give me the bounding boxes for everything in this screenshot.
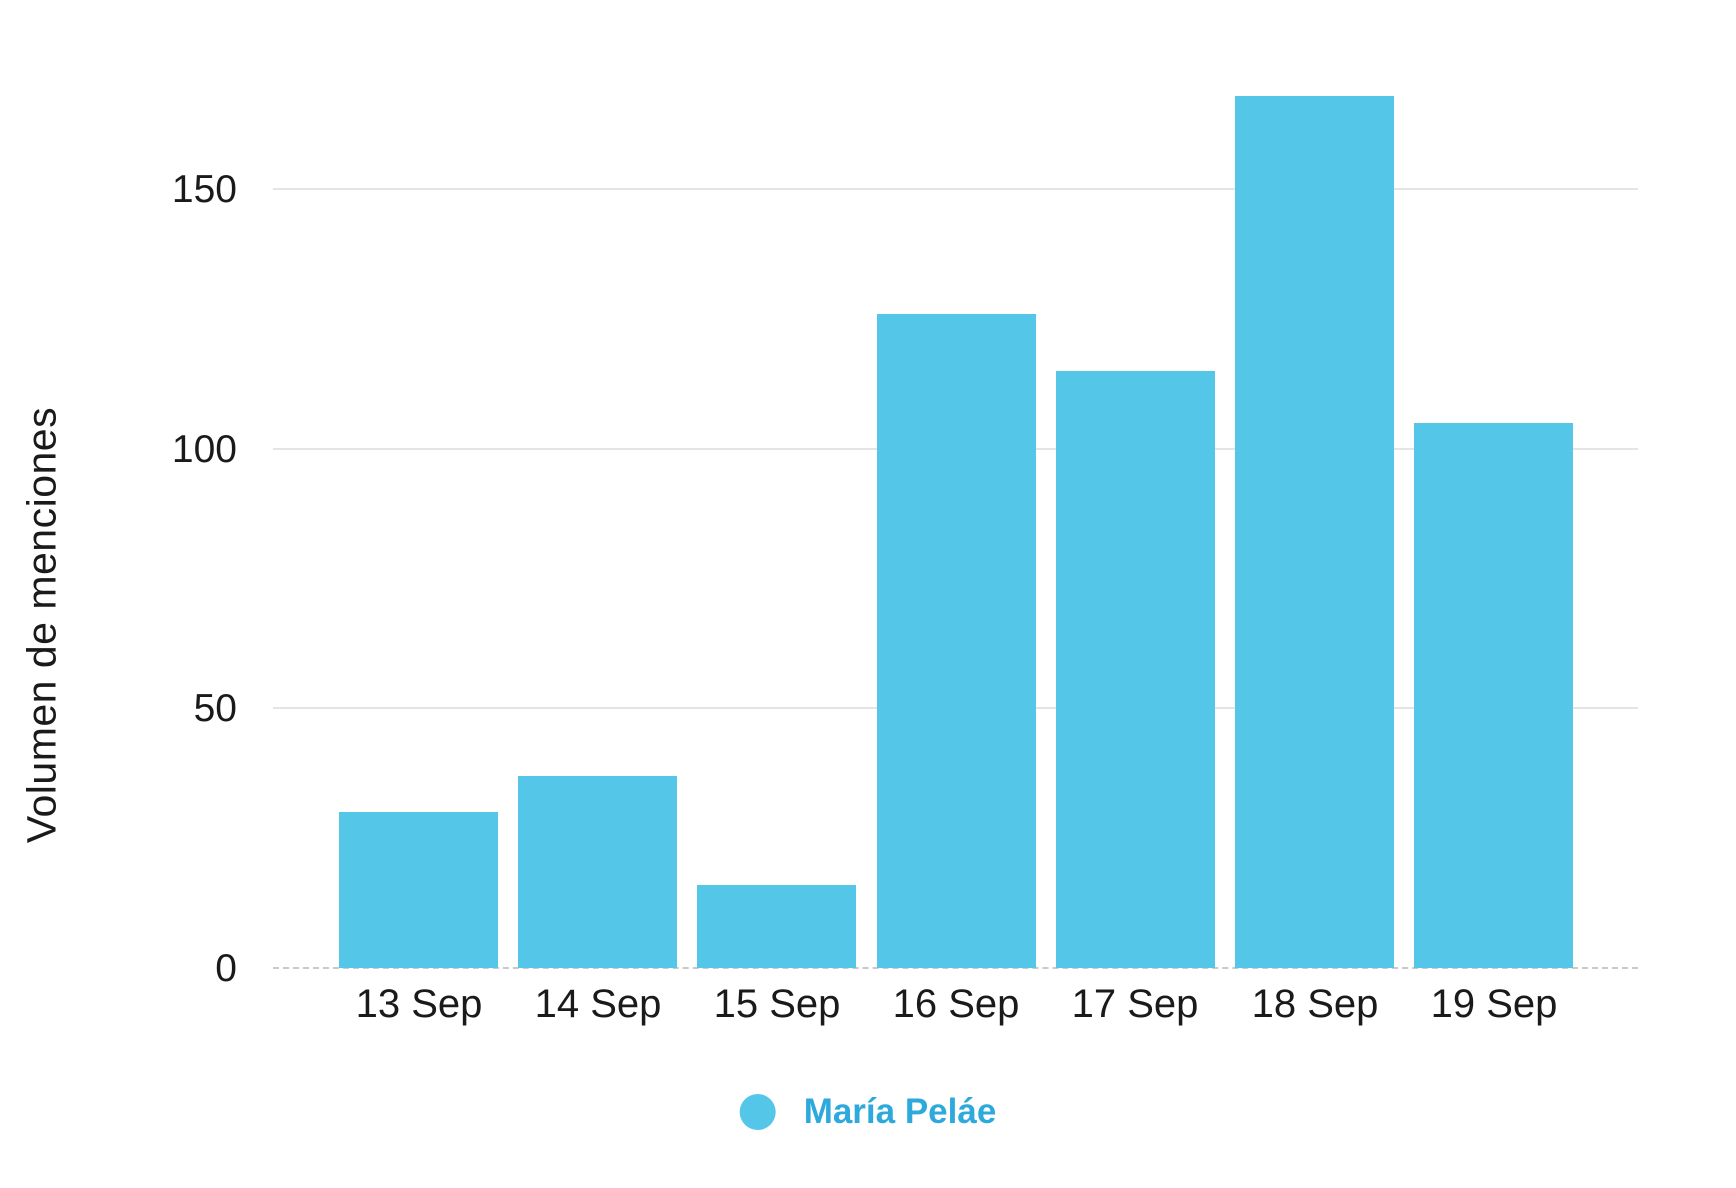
x-tick-label: 17 Sep <box>1071 982 1199 1026</box>
y-tick-label: 0 <box>215 947 237 990</box>
bar <box>339 812 498 968</box>
bar <box>1235 95 1394 968</box>
bar <box>1414 422 1573 968</box>
x-tick-label: 14 Sep <box>534 982 662 1026</box>
legend-marker-dot-icon <box>739 1094 776 1130</box>
x-tick-label: 16 Sep <box>892 982 1020 1026</box>
bar <box>518 775 677 968</box>
legend: María Peláe <box>739 1092 997 1132</box>
x-axis-zero-line <box>273 967 1638 969</box>
x-tick-label: 15 Sep <box>713 982 841 1026</box>
bar <box>877 313 1036 968</box>
x-tick-label: 13 Sep <box>355 982 483 1026</box>
bar <box>1056 370 1215 968</box>
y-tick-label: 50 <box>193 687 237 731</box>
bar <box>697 884 856 968</box>
gridline <box>273 188 1638 190</box>
y-tick-label: 150 <box>171 168 237 211</box>
y-axis-title: Volumen de menciones <box>18 406 65 844</box>
x-tick-label: 19 Sep <box>1430 982 1558 1026</box>
y-tick-label: 100 <box>171 427 237 471</box>
x-tick-label: 18 Sep <box>1251 982 1379 1026</box>
legend-label: María Peláe <box>803 1092 997 1131</box>
